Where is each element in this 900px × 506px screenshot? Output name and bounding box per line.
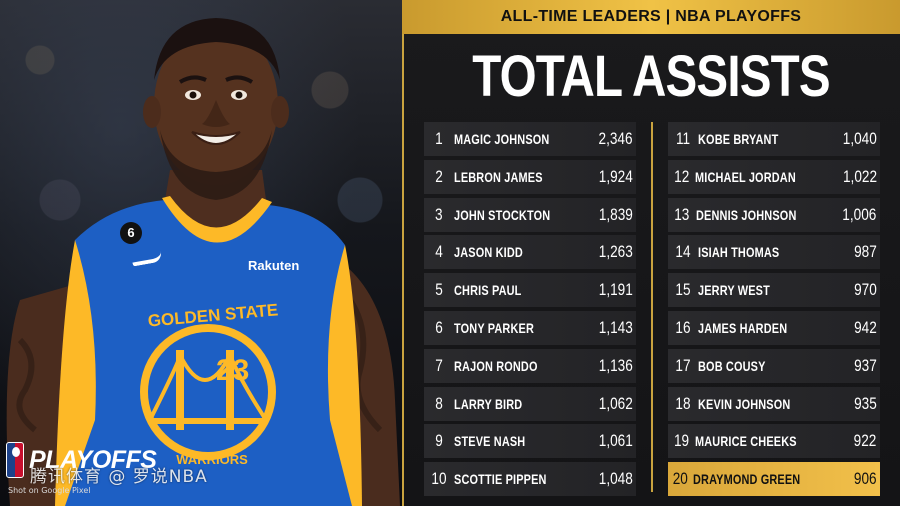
- player-name: LEBRON JAMES: [454, 168, 543, 185]
- leader-row: 3 JOHN STOCKTON 1,839: [424, 197, 636, 232]
- rank: 11: [675, 129, 691, 148]
- assist-total: 1,048: [598, 469, 633, 489]
- rank: 12: [674, 166, 690, 186]
- assist-total: 987: [854, 242, 877, 262]
- playoffs-logo-text: PLAYOFFS: [29, 445, 157, 474]
- player-name: BOB COUSY: [698, 357, 766, 374]
- leader-row: 19 MAURICE CHEEKS 922: [668, 424, 880, 459]
- rank: 10: [431, 469, 447, 489]
- assist-total: 1,022: [842, 166, 877, 186]
- assist-total: 1,263: [598, 242, 633, 262]
- assist-total: 937: [854, 355, 877, 375]
- player-name: JAMES HARDEN: [698, 319, 788, 336]
- leader-row: 11 KOBE BRYANT 1,040: [668, 122, 880, 156]
- jersey-number: 23: [216, 354, 250, 387]
- player-name: MICHAEL JORDAN: [695, 168, 797, 185]
- jersey-warriors-text: WARRIORS: [176, 452, 248, 467]
- rank: 5: [435, 280, 443, 300]
- rank: 9: [435, 431, 443, 451]
- leader-row: 1 MAGIC JOHNSON 2,346: [424, 122, 636, 156]
- player-name: KOBE BRYANT: [698, 131, 779, 147]
- player-name: JOHN STOCKTON: [453, 206, 550, 223]
- source-watermark: 腾讯体育 @ 罗说NBA: [30, 467, 208, 487]
- assist-total: 1,191: [598, 280, 633, 300]
- assist-total: 1,143: [598, 317, 633, 337]
- leader-row: 12 MICHAEL JORDAN 1,022: [668, 159, 880, 194]
- leader-row: 2 LEBRON JAMES 1,924: [424, 159, 636, 194]
- leader-row: 9 STEVE NASH 1,061: [424, 424, 636, 459]
- assist-total: 942: [854, 317, 877, 337]
- assist-total: 1,136: [598, 355, 633, 375]
- leaders-column-right: 11 KOBE BRYANT 1,040 12 MICHAEL JORDAN 1,022…: [668, 122, 880, 500]
- assist-total: 1,839: [598, 204, 633, 224]
- assist-total: 1,040: [842, 129, 877, 148]
- assist-total: 970: [854, 280, 877, 300]
- rank: 20: [672, 469, 688, 489]
- assist-total: 906: [854, 469, 877, 489]
- camera-watermark: Shot on Google Pixel: [8, 486, 91, 495]
- sponsor-patch: Rakuten: [248, 258, 300, 273]
- leader-row: 18 KEVIN JOHNSON 935: [668, 386, 880, 421]
- player-illustration: [6, 18, 400, 506]
- assist-total: 2,346: [598, 129, 633, 148]
- player-name: STEVE NASH: [454, 433, 526, 450]
- leaders-column-left: 1 MAGIC JOHNSON 2,346 2 LEBRON JAMES 1,924 3…: [424, 122, 636, 500]
- player-name: JASON KIDD: [454, 244, 523, 261]
- player-name: ISIAH THOMAS: [698, 244, 780, 261]
- rank: 15: [675, 280, 691, 300]
- rank: 7: [435, 355, 443, 375]
- leader-row-highlighted: 20 DRAYMOND GREEN 906: [668, 462, 880, 497]
- player-name: TONY PARKER: [454, 319, 534, 336]
- rank: 18: [675, 393, 691, 413]
- player-name: DRAYMOND GREEN: [692, 471, 800, 488]
- subtitle: ALL-TIME LEADERS | NBA PLAYOFFS: [500, 8, 802, 25]
- rank: 8: [435, 393, 443, 413]
- player-name: MAGIC JOHNSON: [453, 131, 550, 147]
- assist-total: 1,062: [598, 393, 633, 413]
- nba-playoffs-logo: PLAYOFFS: [6, 440, 157, 480]
- rank: 13: [674, 204, 690, 224]
- leader-row: 8 LARRY BIRD 1,062: [424, 386, 636, 421]
- rank: 19: [673, 431, 690, 451]
- rank: 2: [435, 166, 443, 186]
- assist-total: 935: [854, 393, 877, 413]
- player-name: DENNIS JOHNSON: [695, 206, 797, 223]
- leader-row: 13 DENNIS JOHNSON 1,006: [668, 197, 880, 232]
- column-divider: [651, 122, 653, 492]
- player-name: JERRY WEST: [698, 282, 770, 299]
- leader-row: 10 SCOTTIE PIPPEN 1,048: [424, 462, 636, 497]
- assist-total: 1,006: [842, 204, 877, 224]
- leader-row: 5 CHRIS PAUL 1,191: [424, 273, 636, 308]
- rank: 4: [435, 242, 443, 262]
- rank: 17: [675, 355, 691, 375]
- player-name: RAJON RONDO: [454, 357, 538, 374]
- player-name: KEVIN JOHNSON: [698, 395, 791, 412]
- rank: 16: [675, 317, 691, 337]
- memorial-patch: 6: [120, 222, 142, 244]
- leader-row: 15 JERRY WEST 970: [668, 273, 880, 308]
- page-title: TOTAL ASSISTS: [472, 44, 830, 109]
- assist-total: 1,924: [598, 166, 633, 186]
- nba-logo-icon: [6, 442, 24, 478]
- player-name: SCOTTIE PIPPEN: [454, 471, 547, 488]
- rank: 3: [434, 204, 443, 224]
- rank: 14: [675, 242, 691, 262]
- rank: 6: [435, 317, 443, 337]
- leader-row: 4 JASON KIDD 1,263: [424, 235, 636, 270]
- assist-total: 1,061: [598, 431, 633, 451]
- leader-row: 17 BOB COUSY 937: [668, 348, 880, 383]
- leader-row: 16 JAMES HARDEN 942: [668, 310, 880, 345]
- panel-edge: [402, 0, 404, 506]
- player-name: LARRY BIRD: [454, 395, 523, 412]
- leader-row: 7 RAJON RONDO 1,136: [424, 348, 636, 383]
- subtitle-bar: ALL-TIME LEADERS | NBA PLAYOFFS: [402, 0, 900, 34]
- leaders-panel: ALL-TIME LEADERS | NBA PLAYOFFS TOTAL AS…: [402, 0, 900, 506]
- leader-row: 14 ISIAH THOMAS 987: [668, 235, 880, 270]
- leader-row: 6 TONY PARKER 1,143: [424, 310, 636, 345]
- assist-total: 922: [854, 431, 877, 451]
- player-name: CHRIS PAUL: [454, 282, 522, 299]
- player-name: MAURICE CHEEKS: [695, 433, 797, 450]
- player-photo: GOLDEN STATE 23 WARRIORS Rakuten 6 PLAYO…: [0, 0, 402, 506]
- rank: 1: [435, 129, 443, 148]
